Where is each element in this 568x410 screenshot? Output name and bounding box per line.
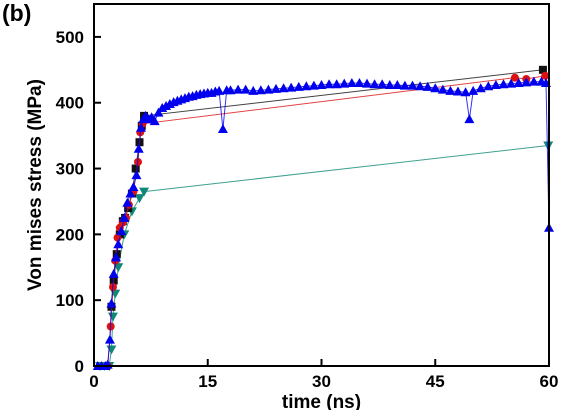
data-point <box>324 79 335 89</box>
data-point <box>107 312 118 322</box>
y-tick-label: 0 <box>75 357 84 376</box>
data-point <box>354 77 365 87</box>
data-point <box>136 122 147 132</box>
data-point <box>131 170 142 180</box>
data-point <box>217 124 228 134</box>
plot-frame <box>93 3 550 367</box>
y-tick-label: 200 <box>56 225 84 244</box>
data-layer <box>92 65 554 371</box>
data-point <box>240 84 251 94</box>
data-point <box>460 87 471 97</box>
data-point <box>106 345 117 355</box>
data-point <box>113 239 124 249</box>
y-tick-label: 500 <box>56 28 84 47</box>
y-tick-label: 100 <box>56 291 84 310</box>
data-point <box>521 77 532 87</box>
data-point <box>316 79 327 89</box>
data-point <box>278 83 289 93</box>
data-point <box>415 81 426 91</box>
data-point <box>106 298 117 308</box>
y-tick-label: 400 <box>56 94 84 113</box>
data-point <box>538 65 547 74</box>
series-line <box>107 75 546 367</box>
data-point <box>149 116 160 126</box>
series-0 <box>92 76 554 370</box>
series-line <box>97 81 550 367</box>
data-point <box>153 107 164 117</box>
data-point <box>346 77 357 87</box>
data-point <box>104 334 115 344</box>
data-point <box>490 79 501 89</box>
data-point <box>225 85 236 95</box>
x-tick-label: 15 <box>198 372 217 391</box>
x-tick-label: 0 <box>89 372 98 391</box>
x-tick-label: 30 <box>312 372 331 391</box>
data-point <box>125 188 136 198</box>
y-tick-label: 300 <box>56 160 84 179</box>
data-point <box>422 81 433 91</box>
data-point <box>362 78 372 88</box>
data-point <box>233 84 244 94</box>
data-point <box>128 181 139 191</box>
data-point <box>331 79 342 89</box>
data-point <box>399 80 410 90</box>
data-point <box>528 76 539 86</box>
x-axis-label: time (ns) <box>282 392 361 410</box>
axis-ticks: 0 15 30 45 60 0 100 200 300 400 500 <box>56 28 559 391</box>
data-point <box>122 197 133 207</box>
data-point <box>134 194 145 204</box>
data-point <box>108 268 119 278</box>
data-point <box>453 86 463 96</box>
data-point <box>133 143 144 153</box>
data-point <box>339 78 350 88</box>
data-point <box>286 82 297 92</box>
data-point <box>407 80 418 90</box>
data-point <box>293 81 304 91</box>
data-point <box>483 81 494 91</box>
series-1 <box>103 71 550 370</box>
data-point <box>308 80 319 90</box>
data-point <box>369 79 380 89</box>
data-point <box>392 79 403 89</box>
data-point <box>384 79 395 89</box>
data-point <box>541 71 550 80</box>
data-point <box>131 164 140 173</box>
data-point <box>214 85 225 95</box>
x-tick-label: 60 <box>540 372 559 391</box>
data-point <box>468 85 479 95</box>
series-3 <box>95 141 554 371</box>
data-point <box>510 73 519 82</box>
data-point <box>445 85 456 95</box>
data-point <box>506 78 517 88</box>
data-point <box>475 83 486 93</box>
data-point <box>263 84 274 94</box>
data-point <box>139 187 150 197</box>
data-point <box>377 79 388 89</box>
data-point <box>513 77 524 87</box>
series-line <box>100 145 549 367</box>
data-point <box>498 79 509 89</box>
data-point <box>430 83 441 93</box>
panel-label: (b) <box>2 0 32 26</box>
data-point <box>437 84 448 94</box>
data-point <box>301 81 312 91</box>
data-point <box>119 212 130 222</box>
data-point <box>110 252 121 262</box>
data-point <box>255 85 266 95</box>
x-tick-label: 45 <box>426 372 445 391</box>
data-point <box>116 226 127 236</box>
y-axis-label: Von mises stress (MPa) <box>25 79 46 291</box>
data-point <box>248 85 259 95</box>
data-point <box>464 114 475 124</box>
data-point <box>271 83 281 93</box>
